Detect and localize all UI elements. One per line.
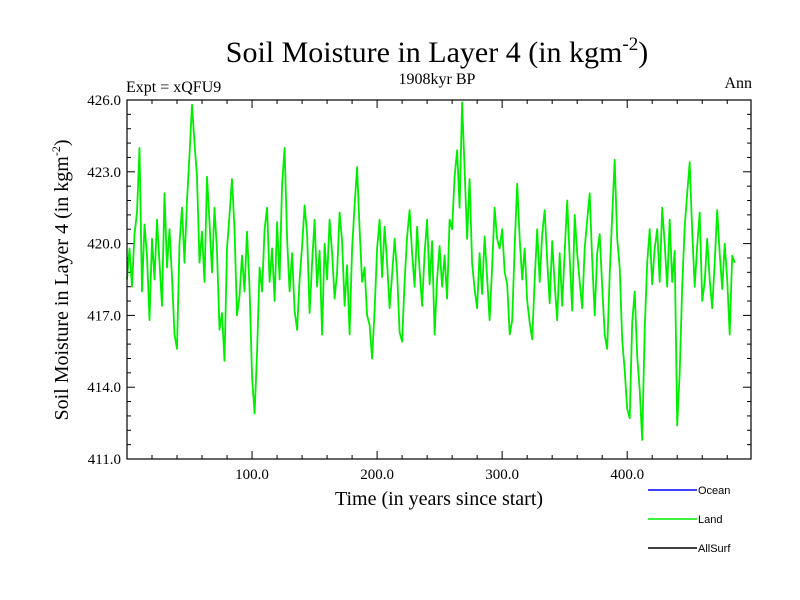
- y-tick-label: 423.0: [87, 165, 121, 181]
- plot-frame: [126, 99, 752, 460]
- x-tick-label: 400.0: [610, 467, 644, 483]
- y-tick-label: 426.0: [87, 93, 121, 109]
- y-tick-label: 420.0: [87, 237, 121, 253]
- legend: Ocean Land AllSurf: [648, 485, 731, 555]
- series-line-land: [126, 101, 736, 441]
- period-label: 1908kyr BP: [399, 71, 476, 88]
- axis-ticks: [127, 99, 751, 460]
- chart-title: Soil Moisture in Layer 4 (in kgm-2): [226, 34, 648, 69]
- y-axis-label: Soil Moisture in Layer 4 (in kgm-2): [49, 139, 73, 420]
- plot-area: 100.0 200.0 300.0 400.0 411.0 414.0 417.0 420.0…: [87, 93, 752, 483]
- y-tick-label: 411.0: [88, 452, 121, 468]
- y-tick-label: 414.0: [87, 380, 121, 396]
- experiment-label: Expt = xQFU9: [126, 79, 221, 96]
- legend-label-ocean: Ocean: [698, 485, 730, 497]
- legend-label-allsurf: AllSurf: [698, 543, 731, 555]
- legend-label-land: Land: [698, 514, 722, 526]
- axis-tick-labels: 100.0 200.0 300.0 400.0 411.0 414.0 417.0 420.0…: [87, 93, 644, 483]
- x-axis-label: Time (in years since start): [335, 488, 543, 510]
- season-label: Ann: [724, 75, 752, 92]
- y-tick-label: 417.0: [87, 308, 121, 324]
- x-tick-label: 100.0: [235, 467, 269, 483]
- x-tick-label: 200.0: [360, 467, 394, 483]
- x-tick-label: 300.0: [485, 467, 519, 483]
- series-layer: [126, 101, 736, 441]
